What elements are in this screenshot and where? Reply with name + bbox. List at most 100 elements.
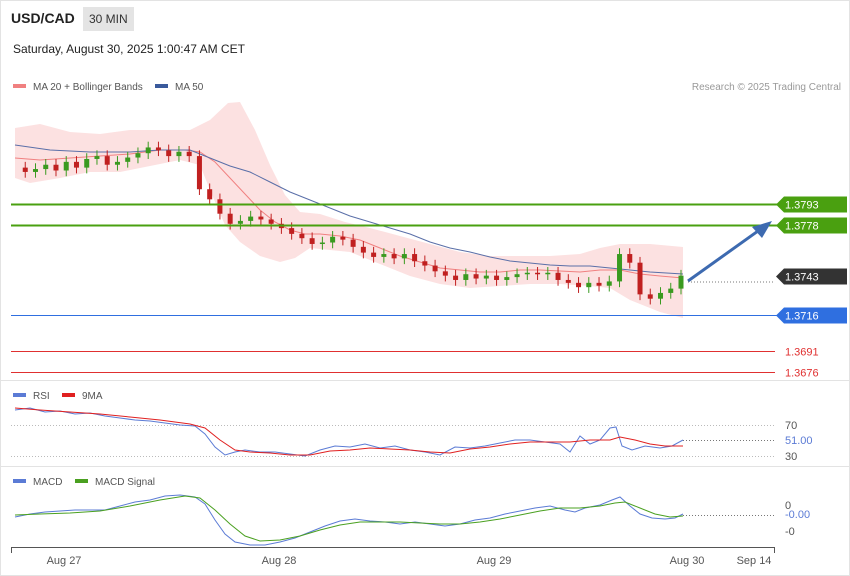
candle-46 (483, 275, 489, 279)
x-tick-label-0: Aug 27 (47, 555, 82, 567)
x-tick-label-4: Sep 14 (737, 555, 772, 567)
candle-11 (125, 157, 131, 162)
x-tick-label-3: Aug 30 (670, 555, 705, 567)
candle-56 (586, 282, 592, 288)
level-tag-3 (776, 307, 847, 324)
candle-8 (94, 156, 100, 159)
candle-17 (186, 151, 192, 157)
candle-32 (340, 236, 346, 240)
candle-47 (494, 275, 500, 280)
candle-16 (176, 151, 182, 157)
candle-18 (196, 156, 202, 190)
legend-rsi-label: RSI (33, 391, 50, 402)
candle-22 (237, 220, 243, 224)
legend-9ma-label: 9MA (82, 391, 103, 402)
candle-43 (453, 275, 459, 280)
x-tick-label-1: Aug 28 (262, 555, 297, 567)
candle-52 (545, 272, 551, 275)
legend-macd-signal-swatch (75, 479, 88, 483)
candle-2 (32, 169, 38, 172)
candle-13 (145, 147, 151, 154)
candle-58 (606, 281, 612, 286)
candle-24 (258, 216, 264, 220)
bollinger-band (15, 102, 683, 318)
candle-44 (463, 274, 469, 280)
candle-28 (299, 233, 305, 239)
candle-6 (73, 161, 79, 168)
symbol-title: USD/CAD (11, 10, 75, 26)
macd-signal-line (14, 495, 684, 542)
legend-ma20-label: MA 20 + Bollinger Bands (33, 82, 143, 93)
projection-arrow-head (752, 221, 772, 238)
candle-45 (473, 274, 479, 279)
candle-55 (576, 282, 582, 288)
candle-62 (647, 294, 653, 299)
candle-23 (248, 216, 254, 221)
candle-33 (350, 239, 356, 247)
projection-arrow-line (687, 224, 766, 283)
price-levels: 1.3793 1.3778 1.3743 1.3716 1.3691 1.3676 (11, 196, 847, 380)
candle-7 (84, 158, 90, 168)
macd-level-neg0-label: -0 (785, 526, 795, 538)
candle-39 (412, 254, 418, 262)
level-label-5: 1.3676 (785, 368, 819, 380)
legend-ma50-label: MA 50 (175, 82, 204, 93)
candle-3 (43, 164, 49, 170)
candle-29 (309, 238, 315, 244)
candle-30 (319, 242, 325, 245)
candle-9 (104, 156, 110, 165)
candle-27 (289, 228, 295, 234)
level-label-4: 1.3691 (785, 347, 819, 359)
candle-35 (371, 252, 377, 257)
legend-macd-signal-label: MACD Signal (95, 477, 155, 488)
candle-53 (555, 272, 561, 280)
candle-65 (678, 275, 684, 289)
chart-datetime: Saturday, August 30, 2025 1:00:47 AM CET (13, 42, 245, 56)
legend-rsi-swatch (13, 393, 26, 397)
level-tag-0 (776, 196, 847, 213)
macd-value-label: -0.00 (785, 509, 810, 521)
rsi-value-label: 51.00 (785, 435, 813, 447)
rsi-9ma-line (14, 407, 683, 456)
candle-63 (658, 292, 664, 299)
level-label-2: 1.3743 (785, 272, 819, 284)
credit-text: Research © 2025 Trading Central (692, 82, 841, 93)
legend-macd-swatch (13, 479, 26, 483)
candle-61 (637, 262, 643, 295)
candle-25 (268, 219, 274, 224)
x-tick-label-2: Aug 29 (477, 555, 512, 567)
candle-38 (401, 254, 407, 259)
macd-line (14, 494, 684, 546)
candle-50 (524, 272, 530, 275)
candle-21 (227, 213, 233, 224)
candle-14 (155, 147, 161, 151)
level-label-1: 1.3778 (785, 221, 819, 233)
level-tag-1 (776, 217, 847, 234)
level-label-0: 1.3793 (785, 200, 819, 212)
candle-41 (432, 265, 438, 272)
legend-macd-label: MACD (33, 477, 62, 488)
candle-57 (596, 282, 602, 286)
candle-40 (422, 261, 428, 266)
candle-49 (514, 274, 520, 278)
candlestick-series (22, 141, 684, 305)
level-tag-2 (776, 268, 847, 285)
candle-10 (114, 161, 120, 165)
candle-54 (565, 279, 571, 283)
candle-31 (330, 236, 336, 243)
timeframe-badge[interactable]: 30 MIN (83, 7, 134, 31)
candle-51 (535, 272, 541, 275)
candle-34 (360, 246, 366, 253)
legend-9ma-swatch (62, 393, 75, 397)
macd-level-0-label: 0 (785, 500, 791, 512)
candle-64 (668, 288, 674, 293)
legend-ma20-swatch (13, 84, 26, 88)
candle-48 (504, 277, 510, 280)
candle-36 (381, 254, 387, 257)
rsi-level-30-label: 30 (785, 451, 797, 463)
legend-ma50-swatch (155, 84, 168, 88)
candle-60 (627, 254, 633, 263)
candle-15 (166, 150, 172, 157)
candle-42 (442, 271, 448, 276)
